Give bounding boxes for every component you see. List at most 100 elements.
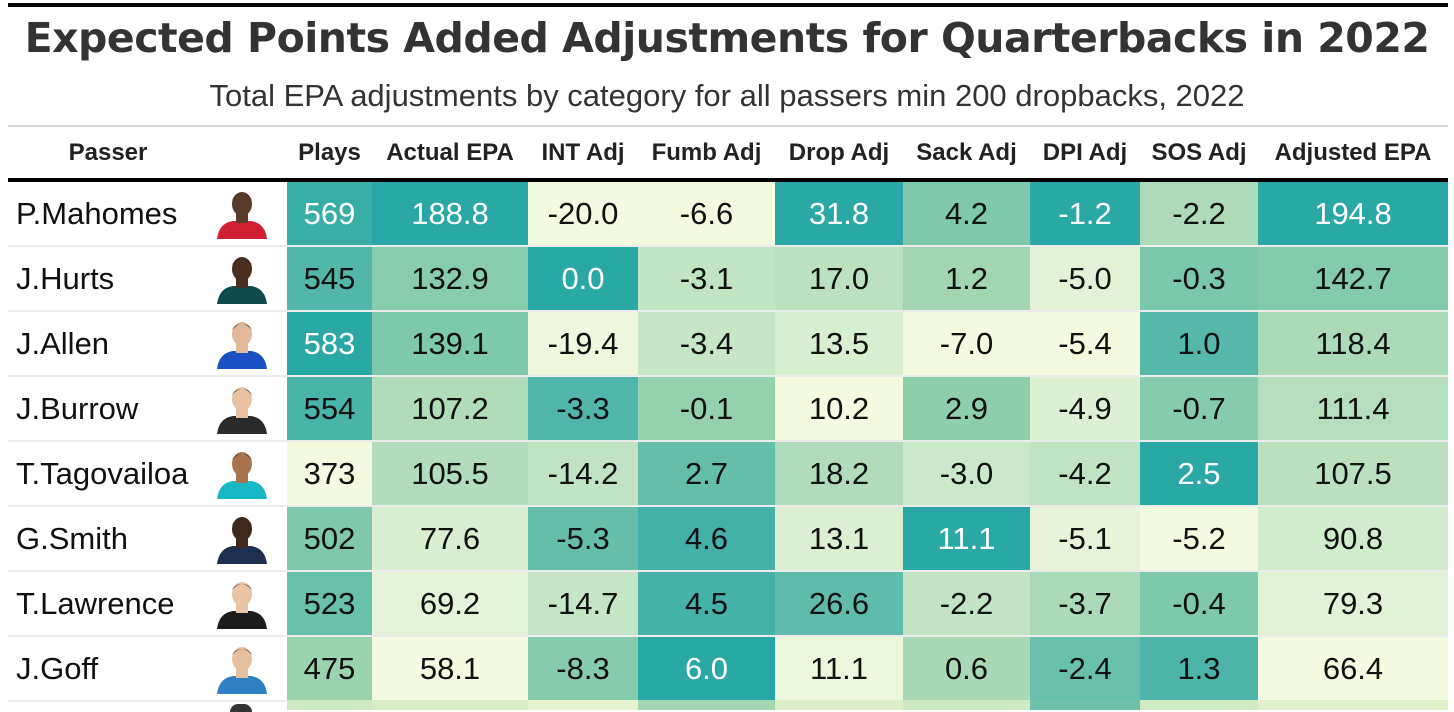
cell-sos-adj: 2.5 (1140, 442, 1258, 505)
cell-actual-epa: 77.6 (372, 507, 528, 570)
cell-plays: 583 (287, 312, 372, 375)
cell-sack-adj: -3.0 (903, 442, 1030, 505)
passer-name: T.Lawrence (16, 586, 175, 621)
cell-int-adj: -20.0 (528, 182, 638, 245)
next-row-partial (8, 700, 1448, 712)
cell-actual-epa: 107.2 (372, 377, 528, 440)
cell-actual-epa: 132.9 (372, 247, 528, 310)
cell-adjusted-epa: 111.4 (1258, 377, 1448, 440)
cell-plays: 373 (287, 442, 372, 505)
player-headshot (217, 322, 267, 369)
cell-adjusted-epa: 194.8 (1258, 182, 1448, 245)
cell-fumb-adj: 4.6 (638, 507, 775, 570)
table-row: J.Goff 475 58.1 -8.3 6.0 11.1 0.6 -2.4 1.3 66.4 (8, 637, 1448, 702)
player-headshot (217, 517, 267, 564)
cell-plays: 569 (287, 182, 372, 245)
cell-drop-adj: 17.0 (775, 247, 903, 310)
cell-sack-adj: 1.2 (903, 247, 1030, 310)
cell-drop-adj: 26.6 (775, 572, 903, 635)
cell-sos-adj: -5.2 (1140, 507, 1258, 570)
cell-sos-adj: 1.3 (1140, 637, 1258, 700)
cell-int-adj: -14.7 (528, 572, 638, 635)
cell-actual-epa: 188.8 (372, 182, 528, 245)
cell-int-adj: -19.4 (528, 312, 638, 375)
cell-adjusted-epa: 90.8 (1258, 507, 1448, 570)
column-header-dpi-adj: DPI Adj (1042, 139, 1128, 166)
passer-name: T.Tagovailoa (16, 456, 189, 491)
cell-int-adj: 0.0 (528, 247, 638, 310)
table-row: G.Smith 502 77.6 -5.3 4.6 13.1 11.1 -5.1 -5.2 90.… (8, 507, 1448, 572)
table-row: J.Allen 583 139.1 -19.4 -3.4 13.5 -7.0 -5.4 1.0 1… (8, 312, 1448, 377)
table-row: T.Tagovailoa 373 105.5 -14.2 2.7 18.2 -3.0 -4.2… (8, 442, 1448, 507)
chart-title: Expected Points Added Adjustments for Qu… (24, 14, 1430, 62)
cell-drop-adj: 13.5 (775, 312, 903, 375)
table-header: Passer Plays Actual EPA INT Adj Fumb Adj… (8, 130, 1448, 176)
cell-actual-epa: 69.2 (372, 572, 528, 635)
cell-plays: 545 (287, 247, 372, 310)
column-header-sack-adj: Sack Adj (916, 139, 1017, 166)
cell-fumb-adj: -0.1 (638, 377, 775, 440)
passer-name: P.Mahomes (16, 196, 178, 231)
chart-subtitle: Total EPA adjustments by category for al… (209, 78, 1245, 113)
cell-fumb-adj: 6.0 (638, 637, 775, 700)
cell-sack-adj: -2.2 (903, 572, 1030, 635)
passer-name: J.Goff (16, 651, 99, 686)
table-row: J.Burrow 554 107.2 -3.3 -0.1 10.2 2.9 -4.9 -0.7 1… (8, 377, 1448, 442)
cell-adjusted-epa: 66.4 (1258, 637, 1448, 700)
column-header-int-adj: INT Adj (541, 139, 625, 166)
cell-actual-epa: 58.1 (372, 637, 528, 700)
cell-int-adj: -3.3 (528, 377, 638, 440)
player-headshot (217, 387, 267, 434)
cell-adjusted-epa: 142.7 (1258, 247, 1448, 310)
cell-sack-adj: 2.9 (903, 377, 1030, 440)
cell-drop-adj: 11.1 (775, 637, 903, 700)
table-row: J.Hurts 545 132.9 0.0 -3.1 17.0 1.2 -5.0 -0.3 142… (8, 247, 1448, 312)
subtitle-rule (8, 125, 1448, 127)
cell-adjusted-epa: 118.4 (1258, 312, 1448, 375)
column-header-plays: Plays (298, 139, 361, 166)
cell-fumb-adj: 4.5 (638, 572, 775, 635)
passer-name: J.Allen (16, 326, 110, 361)
cell-fumb-adj: -6.6 (638, 182, 775, 245)
cell-sack-adj: -7.0 (903, 312, 1030, 375)
cell-sack-adj: 0.6 (903, 637, 1030, 700)
cell-dpi-adj: -5.4 (1030, 312, 1140, 375)
cell-fumb-adj: -3.1 (638, 247, 775, 310)
cell-dpi-adj: -5.1 (1030, 507, 1140, 570)
column-header-sos-adj: SOS Adj (1151, 139, 1247, 166)
cell-plays: 475 (287, 637, 372, 700)
cell-fumb-adj: 2.7 (638, 442, 775, 505)
cell-int-adj: -14.2 (528, 442, 638, 505)
column-header-adjusted-epa: Adjusted EPA (1274, 139, 1432, 166)
cell-adjusted-epa: 79.3 (1258, 572, 1448, 635)
cell-int-adj: -8.3 (528, 637, 638, 700)
cell-sack-adj: 11.1 (903, 507, 1030, 570)
header-rule (8, 178, 1448, 182)
cell-dpi-adj: -5.0 (1030, 247, 1140, 310)
column-header-drop-adj: Drop Adj (788, 139, 890, 166)
table-row: T.Lawrence 523 69.2 -14.7 4.5 26.6 -2.2 -3.7 -0.… (8, 572, 1448, 637)
cell-drop-adj: 10.2 (775, 377, 903, 440)
column-header-passer: Passer (68, 139, 148, 166)
cell-plays: 523 (287, 572, 372, 635)
player-headshot (217, 192, 267, 239)
cell-dpi-adj: -4.9 (1030, 377, 1140, 440)
cell-sos-adj: 1.0 (1140, 312, 1258, 375)
column-header-fumb-adj: Fumb Adj (651, 139, 762, 166)
player-headshot (217, 582, 267, 629)
cell-drop-adj: 13.1 (775, 507, 903, 570)
passer-name: J.Burrow (16, 391, 139, 426)
column-header-actual-epa: Actual EPA (386, 139, 514, 166)
cell-dpi-adj: -4.2 (1030, 442, 1140, 505)
cell-plays: 502 (287, 507, 372, 570)
cell-sos-adj: -0.3 (1140, 247, 1258, 310)
cell-adjusted-epa: 107.5 (1258, 442, 1448, 505)
player-headshot (217, 452, 267, 499)
cell-drop-adj: 31.8 (775, 182, 903, 245)
cell-dpi-adj: -2.4 (1030, 637, 1140, 700)
cell-plays: 554 (287, 377, 372, 440)
cell-actual-epa: 139.1 (372, 312, 528, 375)
cell-drop-adj: 18.2 (775, 442, 903, 505)
cell-sos-adj: -0.4 (1140, 572, 1258, 635)
player-headshot (217, 257, 267, 304)
